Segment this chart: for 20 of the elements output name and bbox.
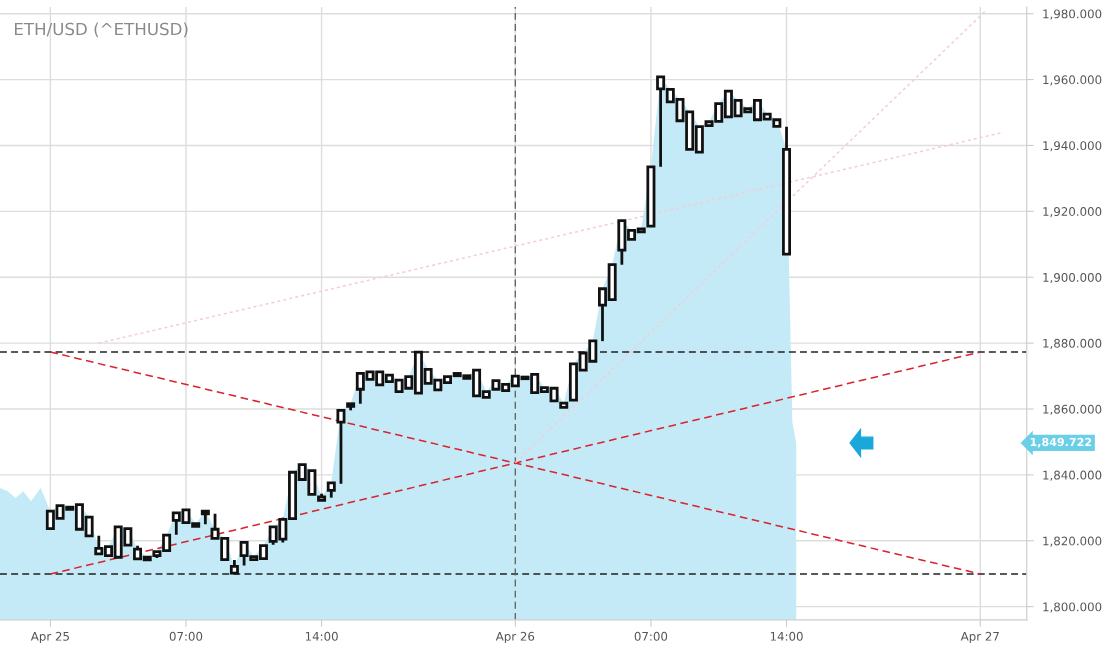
y-tick-label: 1,920.000 <box>1043 207 1102 218</box>
x-tick-label: 14:00 <box>305 631 338 641</box>
x-tick-label: 14:00 <box>770 631 803 641</box>
y-tick-label: 1,880.000 <box>1043 338 1102 349</box>
candlestick <box>336 408 346 486</box>
y-tick-label: 1,960.000 <box>1043 75 1102 86</box>
y-tick-label: 1,980.000 <box>1043 9 1102 20</box>
x-tick-label: Apr 26 <box>495 631 535 644</box>
text: ETH/USD (^ETHUSD) <box>14 22 188 38</box>
x-tick-label: 07:00 <box>634 631 668 641</box>
y-tick-label: 1,820.000 <box>1043 536 1102 547</box>
x-tick-label: Apr 27 <box>960 631 999 644</box>
y-tick-label: 1,900.000 <box>1043 272 1102 284</box>
y-tick-label: 1,940.000 <box>1043 141 1102 152</box>
y-tick-label: 1,860.000 <box>1043 404 1102 415</box>
text: 1,849.722 <box>1030 437 1092 448</box>
y-tick-label: 1,840.000 <box>1043 470 1102 481</box>
x-tick-label: 07:00 <box>169 631 203 641</box>
x-tick-label: Apr 25 <box>30 631 69 644</box>
y-tick-label: 1,800.000 <box>1043 602 1102 613</box>
